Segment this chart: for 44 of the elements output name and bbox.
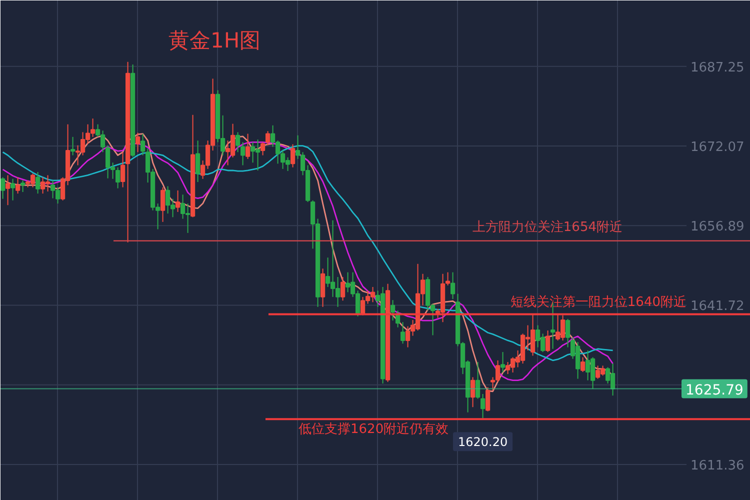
candlestick (10, 178, 16, 201)
candlestick (246, 133, 250, 160)
candlestick (160, 186, 166, 222)
candlestick (260, 142, 266, 156)
candlestick (500, 352, 506, 373)
candlestick (390, 300, 396, 322)
candlestick (0, 176, 6, 200)
annotation: 1620.20 (458, 435, 508, 450)
candlestick (476, 361, 480, 400)
candlestick (20, 180, 26, 192)
candlestick (266, 130, 270, 146)
candlestick (450, 272, 456, 300)
y-tick-label: 1641.72 (690, 299, 744, 314)
candlestick (566, 318, 570, 348)
candlestick (36, 172, 40, 194)
candlestick (240, 142, 246, 166)
candlestick (16, 176, 20, 194)
ref-line-label: 1625.79 (686, 382, 744, 398)
y-tick-label: 1687.25 (690, 60, 744, 76)
candlestick (340, 276, 346, 302)
candlestick (486, 386, 490, 412)
y-tick-label: 1672.07 (690, 140, 744, 155)
candlestick (470, 376, 476, 408)
candlestick (236, 132, 240, 153)
candlestick (580, 356, 586, 372)
candlestick (196, 140, 200, 183)
candlestick (116, 166, 120, 189)
candlestick (136, 132, 140, 153)
ref-line-label: 上方阻力位关注1654附近 (472, 218, 623, 235)
candlestick (480, 393, 486, 419)
candlestick (140, 133, 146, 156)
candlestick (70, 136, 76, 156)
candlestick (6, 174, 10, 206)
candlestick (546, 330, 550, 353)
candlestick (176, 190, 180, 212)
candlestick (120, 152, 126, 188)
candlestick (290, 144, 296, 168)
candlestick (320, 268, 326, 308)
ref-line-label: 低位支撑1620附近仍有效 (298, 422, 449, 438)
y-tick-label: 1656.89 (690, 220, 744, 235)
ref-line-label: 短线关注第一阻力位1640附近 (510, 295, 687, 310)
candlestick (400, 322, 406, 344)
y-tick-label: 1611.36 (690, 458, 744, 474)
text: 黄金1H图 (168, 28, 261, 52)
